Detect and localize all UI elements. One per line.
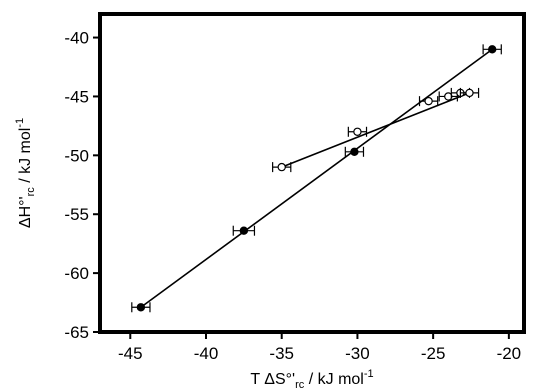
y-tick-label: -45 — [64, 87, 89, 106]
data-point — [232, 225, 256, 236]
y-axis-label: ΔH°'rc / kJ mol-1 — [14, 118, 37, 228]
plot-frame — [98, 12, 526, 334]
data-point — [482, 44, 502, 55]
series-1-fit-line — [140, 48, 493, 308]
x-axis-label-mid: / kJ mol — [304, 371, 364, 388]
filled-marker — [488, 45, 497, 54]
y-tick-label: -40 — [64, 29, 89, 48]
y-axis-label-sup: -1 — [14, 118, 26, 128]
fit-lines — [140, 48, 493, 308]
filled-marker — [350, 147, 359, 156]
y-tick-label: -60 — [64, 264, 89, 283]
y-axis-label-mid: / kJ mol — [17, 128, 34, 188]
x-axis-ticks: -45 -40 -35 -30 -25 -20 — [118, 332, 521, 363]
y-tick-label: -55 — [64, 205, 89, 224]
y-tick-label: -65 — [64, 323, 89, 342]
data-points — [131, 44, 502, 313]
x-axis-label-prefix: T ΔS°' — [250, 371, 295, 388]
series-2-fit-line — [281, 92, 470, 168]
filled-marker — [239, 226, 249, 235]
x-axis-label-sup: -1 — [364, 368, 374, 380]
y-axis-label-prefix: ΔH°' — [17, 196, 34, 228]
data-point — [459, 87, 480, 98]
open-marker — [424, 96, 433, 106]
open-marker — [465, 88, 474, 98]
x-tick-label: -35 — [269, 344, 294, 363]
x-tick-label: -20 — [497, 344, 522, 363]
data-point — [131, 302, 151, 313]
x-axis-label: T ΔS°'rc / kJ mol-1 — [250, 368, 373, 391]
y-tick-label: -50 — [64, 146, 89, 165]
data-point — [418, 96, 439, 107]
x-tick-label: -30 — [345, 344, 370, 363]
y-axis-label-sub: rc — [25, 187, 37, 197]
data-point — [438, 91, 458, 102]
filled-marker — [136, 303, 146, 312]
x-tick-label: -40 — [194, 344, 219, 363]
x-tick-label: -45 — [118, 344, 143, 363]
y-axis-ticks: -40 -45 -50 -55 -60 -65 — [64, 29, 100, 342]
data-point — [344, 146, 365, 157]
x-tick-label: -25 — [421, 344, 446, 363]
x-axis-label-sub: rc — [295, 379, 305, 391]
open-marker — [353, 127, 362, 136]
open-marker — [277, 162, 286, 172]
data-point — [347, 126, 368, 137]
data-point — [272, 162, 292, 173]
